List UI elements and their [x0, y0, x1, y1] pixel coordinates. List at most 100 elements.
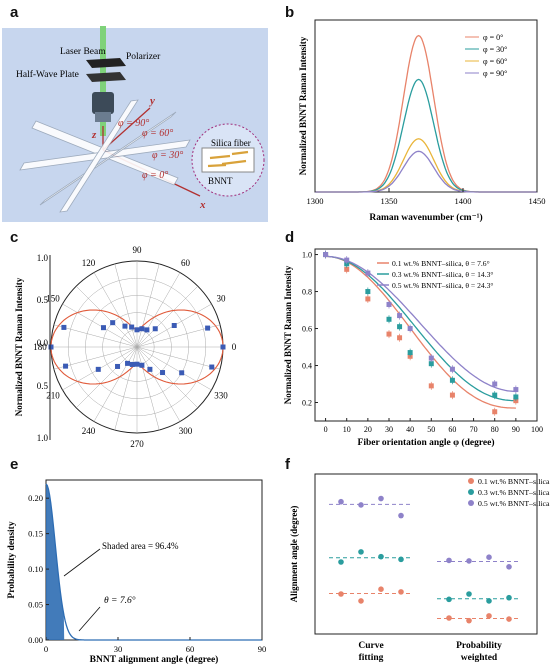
alignment-point: [506, 564, 512, 570]
polar-point: [134, 361, 140, 367]
data-point: [344, 257, 350, 263]
x-tick-label: 1400: [455, 196, 472, 206]
legend: 0.1 wt.% BNNT–silica 0.3 wt.% BNNT–silic…: [468, 477, 550, 508]
alignment-point: [398, 512, 404, 519]
angle-label: 330: [214, 391, 228, 401]
panel-b: b 1300 1350 1400 1450 φ = 0° φ = 30° φ = 60…: [275, 0, 550, 225]
data-point: [397, 324, 403, 330]
polar-spoke: [136, 346, 212, 391]
probability-chart: 0 30 60 90 0.00 0.05 0.10 0.15 0.20 Shaded area …: [7, 479, 266, 665]
x-tick-label: 20: [364, 425, 372, 434]
y-axis-title: Normalized BNNT Raman Intensity: [283, 265, 293, 404]
inset-bnnt: [207, 150, 249, 168]
data-point: [407, 350, 413, 356]
angle-label: 60: [181, 258, 191, 268]
data-point: [449, 377, 455, 383]
spectrum-series-2: [315, 138, 537, 193]
data-point: [397, 335, 403, 341]
plot-frame: [45, 479, 263, 641]
alignment-point: [466, 591, 472, 597]
x-ticks: 1300 1350 1400 1450: [307, 188, 546, 206]
polar-spoke: [76, 346, 138, 408]
x-tick-label: 80: [491, 425, 499, 434]
legend: φ = 0° φ = 30° φ = 60° φ = 90°: [465, 33, 507, 78]
bnnt-rod: [207, 163, 227, 168]
data-point: [492, 392, 498, 398]
legend-label-90: φ = 90°: [483, 69, 507, 78]
data-point: [428, 383, 434, 389]
schematic-figure: Laser Beam Polarizer Half-Wave Plate φ =…: [2, 26, 268, 222]
bnnt-rod: [221, 159, 247, 166]
polar-spoke: [93, 346, 138, 422]
data-point: [428, 355, 434, 361]
polar-spoke: [76, 286, 138, 348]
polar-points: [48, 320, 226, 376]
x-tick-label: 100: [531, 425, 543, 434]
polar-point: [125, 360, 131, 366]
x-axis-title: Fiber orientation angle φ (degree): [358, 437, 495, 448]
plot-frame: [314, 248, 538, 422]
legend-swatch-05: [468, 500, 474, 506]
fiber-phi-30: [19, 139, 191, 171]
fiber-phi-90: [59, 99, 139, 213]
data-point: [386, 331, 392, 337]
x-tick-label: 60: [186, 644, 195, 654]
x-tick-label: 60: [448, 425, 456, 434]
x-tick-label: 40: [406, 425, 414, 434]
x-axis-title: BNNT alignment angle (degree): [90, 654, 219, 665]
polar-spoke: [53, 324, 138, 348]
x-tick-label: 70: [470, 425, 478, 434]
angle-label: 300: [179, 426, 193, 436]
angle-label: 90: [133, 245, 143, 255]
alignment-point: [358, 502, 364, 508]
shaded-pointer: [63, 548, 101, 577]
radial-tick-bottom-1: 1.0: [37, 433, 49, 443]
bnnt-rod: [209, 154, 231, 160]
y-tick-label: 1.0: [302, 251, 312, 260]
polar-point: [139, 326, 145, 332]
y-tick-label: 0.6: [302, 325, 312, 334]
alignment-point: [338, 591, 344, 597]
y-tick-label: 0.00: [28, 635, 43, 645]
alignment-point: [486, 613, 492, 619]
panel-b-label: b: [285, 4, 295, 21]
radial-tick-zero: 0.0: [37, 338, 49, 348]
alignment-point: [486, 598, 492, 604]
y-axis-title: Normalized BNNT Raman Intensity: [14, 277, 24, 416]
panel-f: f 0.1 wt.% BNNT–silica 0.3 wt.% BNNT–sil…: [275, 450, 550, 668]
polar-point: [134, 327, 140, 333]
data-point: [386, 316, 392, 322]
polar-point: [129, 324, 135, 330]
density-curve: [45, 483, 262, 641]
category-prob-line1: Probability: [456, 641, 502, 651]
alignment-point: [466, 617, 472, 624]
alignment-point: [398, 556, 404, 563]
fit-curve-1: [325, 255, 516, 402]
data-point: [492, 381, 498, 387]
fit-curves: [325, 255, 516, 409]
x-tick-label: 0: [44, 644, 48, 654]
axis-ticks: 0 10 20 30 40 50 60 70 80 90 100 0.2 0.4 0.6 0.8 1.0: [302, 251, 543, 434]
panel-e: e 0 30 60 90 0.00 0.05 0.10 0.15 0.20 Shaded are…: [0, 450, 275, 668]
polar-point: [209, 364, 215, 370]
polar-point: [110, 320, 116, 326]
polar-point: [152, 326, 158, 332]
legend-label-30: φ = 30°: [483, 45, 507, 54]
x-tick-label: 30: [114, 644, 123, 654]
polar-spoke: [136, 346, 160, 431]
x-axis-title: Raman wavenumber (cm⁻¹): [369, 212, 482, 223]
legend: 0.1 wt.% BNNT–silica, θ = 7.6° 0.3 wt.% …: [377, 259, 493, 290]
density-line: [45, 483, 262, 641]
polar-point: [63, 363, 69, 369]
x-tick-label: 30: [385, 425, 393, 434]
polar-point: [95, 366, 101, 372]
polar-point: [100, 325, 106, 331]
y-axis-title: Probability density: [7, 521, 17, 598]
polar-spoke: [136, 346, 198, 408]
category-prob-line2: weighted: [461, 653, 498, 663]
objective-tip: [95, 112, 111, 122]
polar-point: [179, 370, 185, 376]
category-curve-line2: fitting: [359, 653, 384, 663]
category-curve-line1: Curve: [358, 641, 383, 651]
polar-point: [139, 362, 145, 368]
